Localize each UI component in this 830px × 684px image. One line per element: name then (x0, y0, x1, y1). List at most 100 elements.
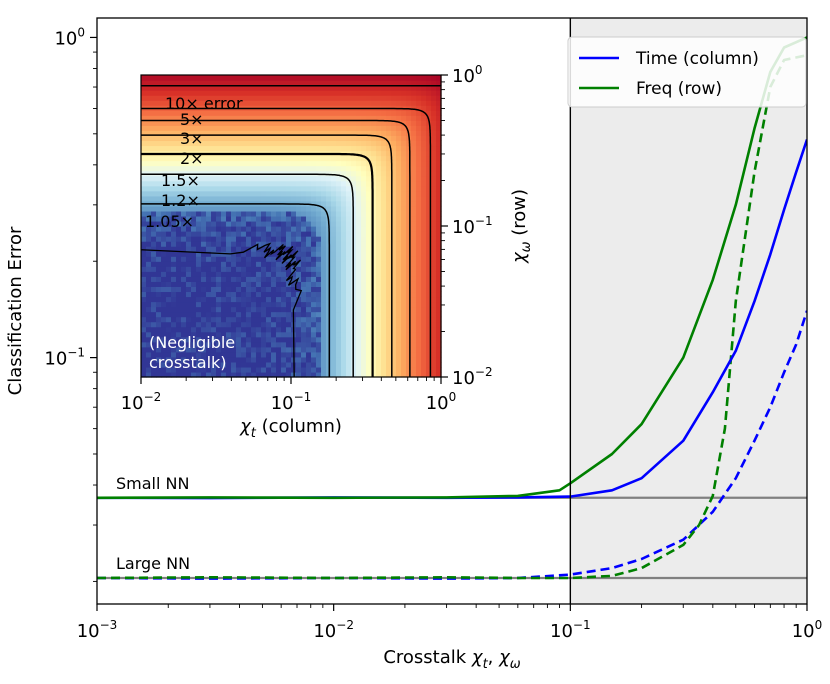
heatmap-cell (261, 125, 267, 131)
heatmap-cell (231, 366, 237, 373)
heatmap-cell (296, 145, 302, 152)
heatmap-cell (416, 110, 422, 116)
heatmap-cell (421, 326, 427, 333)
heatmap-cell (306, 311, 312, 318)
heatmap-cell (206, 336, 212, 343)
heatmap-cell (156, 170, 162, 177)
heatmap-cell (281, 306, 287, 313)
heatmap-cell (161, 231, 167, 237)
heatmap-cell (211, 75, 217, 81)
heatmap-cell (246, 175, 252, 182)
heatmap-cell (231, 185, 237, 192)
heatmap-cell (251, 185, 257, 192)
heatmap-cell (291, 95, 297, 101)
heatmap-cell (226, 125, 232, 131)
heatmap-cell (226, 271, 232, 277)
heatmap-cell (216, 336, 222, 343)
heatmap-cell (206, 321, 212, 328)
heatmap-cell (201, 271, 207, 277)
heatmap-cell (276, 311, 282, 318)
contour-line (141, 203, 331, 377)
heatmap-cell (381, 336, 387, 343)
heatmap-cell (276, 120, 282, 126)
heatmap-cell (396, 261, 402, 267)
heatmap-cell (161, 180, 167, 187)
heatmap-cell (221, 155, 227, 162)
heatmap-cell (346, 306, 352, 313)
x-tick-label-exp: −2 (336, 618, 354, 632)
heatmap-cell (396, 296, 402, 303)
heatmap-cell (411, 180, 417, 187)
heatmap-cell (186, 90, 192, 96)
heatmap-cell (411, 140, 417, 147)
heatmap-cell (411, 120, 417, 126)
heatmap-cell (421, 205, 427, 212)
heatmap-cell (401, 220, 407, 227)
heatmap-cell (256, 306, 262, 313)
heatmap-cell (251, 180, 257, 187)
heatmap-cell (311, 205, 317, 212)
heatmap-cell (231, 140, 237, 147)
heatmap-cell (146, 241, 152, 247)
heatmap-cell (216, 145, 222, 152)
heatmap-cell (171, 241, 177, 247)
heatmap-cell (266, 110, 272, 116)
heatmap-cell (216, 140, 222, 147)
heatmap-cell (211, 215, 217, 222)
heatmap-cell (401, 75, 407, 81)
heatmap-cell (296, 251, 302, 257)
heatmap-cell (341, 200, 347, 207)
heatmap-cell (351, 185, 357, 192)
heatmap-cell (291, 220, 297, 227)
heatmap-cell (406, 371, 412, 378)
heatmap-cell (226, 115, 232, 121)
heatmap-cell (186, 291, 192, 298)
heatmap-cell (331, 180, 337, 187)
heatmap-cell (216, 220, 222, 227)
heatmap-cell (386, 241, 392, 247)
heatmap-cell (156, 231, 162, 237)
x-tick-label: 10−3 (77, 618, 118, 642)
heatmap-cell (366, 261, 372, 267)
heatmap-cell (211, 210, 217, 217)
heatmap-cell (291, 120, 297, 126)
heatmap-cell (166, 261, 172, 267)
heatmap-cell (296, 215, 302, 222)
heatmap-cell (216, 281, 222, 287)
heatmap-cell (246, 215, 252, 222)
heatmap-cell (306, 246, 312, 252)
heatmap-cell (431, 311, 437, 318)
heatmap-cell (271, 135, 277, 142)
heatmap-cell (236, 356, 242, 363)
heatmap-cell (296, 256, 302, 262)
heatmap-cell (176, 130, 182, 136)
heatmap-cell (316, 336, 322, 343)
heatmap-cell (176, 371, 182, 378)
heatmap-cell (411, 286, 417, 293)
heatmap-cell (256, 291, 262, 298)
contour-line (141, 152, 374, 377)
heatmap-cell (266, 180, 272, 187)
heatmap-cell (156, 356, 162, 363)
heatmap-cell (416, 155, 422, 162)
heatmap-cell (391, 291, 397, 298)
heatmap-cell (371, 175, 377, 182)
heatmap-cell (351, 175, 357, 182)
heatmap-cell (196, 125, 202, 131)
heatmap-cell (326, 120, 332, 126)
heatmap-cell (286, 266, 292, 272)
heatmap-cell (301, 210, 307, 217)
heatmap-cell (326, 90, 332, 96)
heatmap-cell (236, 241, 242, 247)
heatmap-cell (221, 120, 227, 126)
heatmap-cell (211, 145, 217, 152)
heatmap-cell (311, 286, 317, 293)
heatmap-cell (331, 276, 337, 282)
heatmap-cell (436, 326, 442, 333)
heatmap-cell (141, 120, 147, 126)
heatmap-cell (156, 205, 162, 212)
heatmap-cell (396, 291, 402, 298)
heatmap-cell (206, 210, 212, 217)
heatmap-cell (376, 160, 382, 167)
heatmap-cell (316, 321, 322, 328)
